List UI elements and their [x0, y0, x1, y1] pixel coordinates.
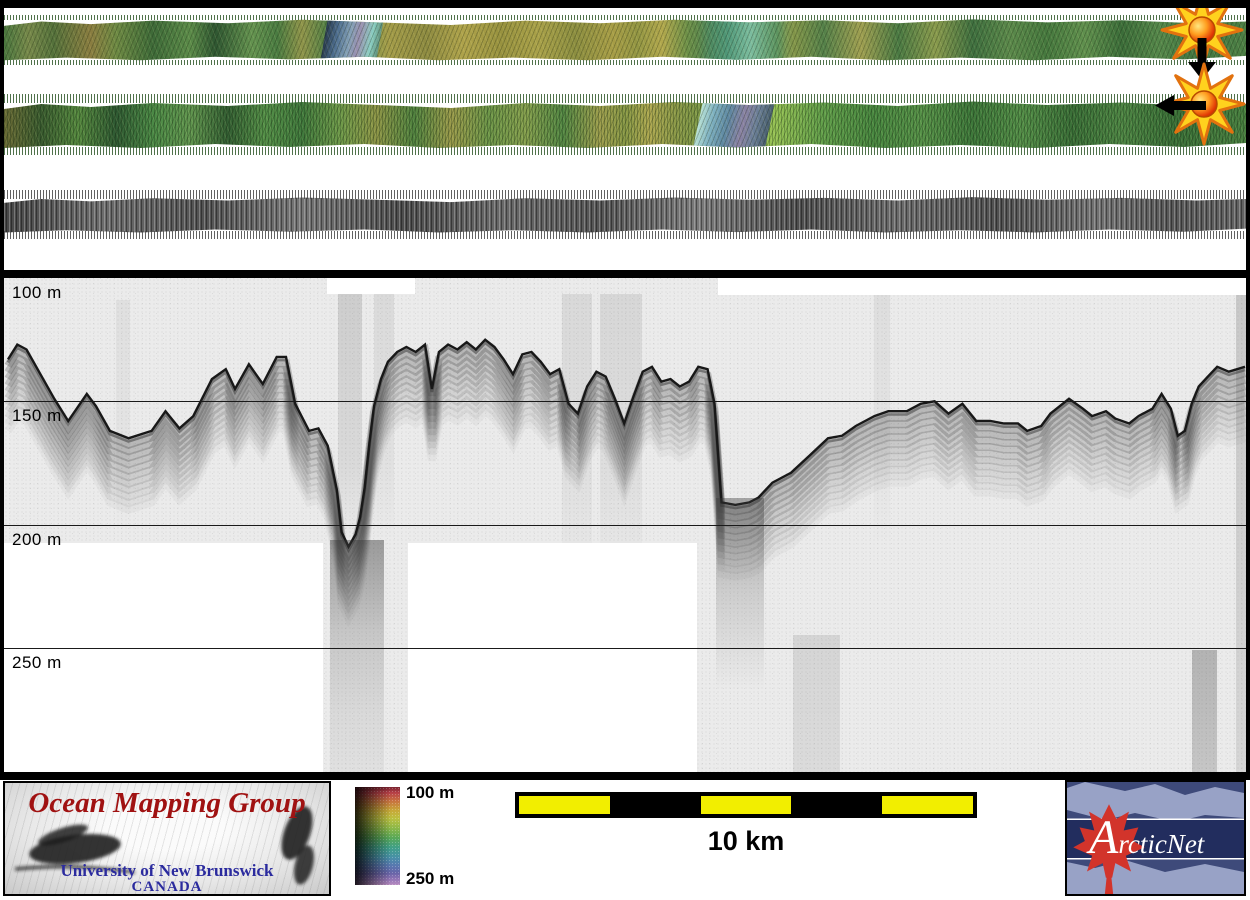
scale-bar-segment	[519, 796, 610, 814]
omg-country: CANADA	[131, 879, 203, 895]
swath-panel	[0, 0, 1250, 278]
no-data-mask	[327, 278, 415, 294]
omg-logo: Ocean Mapping Group University of New Br…	[3, 781, 331, 896]
depth-gridline	[4, 647, 1246, 649]
arcticnet-rest: rcticNet	[1118, 829, 1205, 859]
sidescan-texture	[4, 197, 1246, 233]
swath-fringe	[4, 231, 1246, 239]
subbottom-return-column	[1192, 650, 1217, 772]
subbottom-profile-panel: 100 m 150 m 200 m 250 m	[0, 278, 1250, 780]
depth-label: 250 m	[12, 652, 62, 672]
depth-label: 200 m	[12, 529, 62, 549]
arcticnet-initial: A	[1089, 811, 1119, 864]
footer: Ocean Mapping Group University of New Br…	[0, 780, 1250, 900]
acoustic-streak	[874, 294, 890, 543]
omg-title: Ocean Mapping Group	[28, 787, 306, 819]
scale-bar-segment	[700, 796, 792, 814]
depth-gridline	[4, 401, 1246, 403]
omg-logo-art	[15, 806, 314, 885]
depth-label: 100 m	[12, 283, 62, 302]
scale-bar	[515, 792, 977, 818]
colorbar-label-top: 100 m	[406, 783, 455, 802]
depth-gridline	[4, 524, 1246, 526]
subbottom-return-column	[793, 635, 840, 772]
swath-fringe	[4, 147, 1246, 155]
multibeam-swath-1	[4, 15, 1246, 65]
subbottom-return-column	[330, 540, 384, 772]
multibeam-swath-2	[4, 94, 1246, 155]
acoustic-streak	[562, 294, 592, 543]
scale-bar-segment	[791, 796, 883, 814]
multibeam-swath-1-texture	[4, 19, 1246, 61]
maple-leaf-icon	[1073, 804, 1145, 894]
depth-grid: 100 m 150 m 200 m 250 m	[4, 278, 1246, 772]
no-data-mask	[718, 278, 1246, 295]
acoustic-streak	[338, 294, 362, 540]
swath-fringe	[4, 190, 1246, 199]
no-data-mask	[4, 543, 323, 772]
swath-fringe	[4, 15, 1246, 20]
arrow-left-icon	[1155, 95, 1206, 116]
colorbar-label-bottom: 250 m	[406, 869, 455, 888]
swath-fringe	[4, 60, 1246, 65]
seabed-profile	[4, 338, 1246, 628]
scale-bar-label: 10 km	[707, 826, 785, 856]
acoustic-streak	[1236, 294, 1246, 772]
swath-fringe	[4, 94, 1246, 103]
scale-bar-segments	[519, 796, 973, 814]
multibeam-swath-2-texture	[4, 101, 1246, 148]
subbottom-return-column	[716, 498, 764, 690]
no-data-mask	[408, 543, 697, 772]
arcticnet-logo-art	[1067, 782, 1244, 894]
scale-bar-segment	[609, 796, 701, 814]
omg-institution: University of New Brunswick	[60, 861, 274, 880]
depth-colorbar	[355, 787, 400, 885]
survey-direction-overlay	[1155, 8, 1246, 146]
scale-bar-segment	[882, 796, 973, 814]
acoustic-streak	[374, 294, 394, 540]
sidescan-swath	[4, 190, 1246, 239]
depth-label: 150 m	[12, 406, 62, 426]
acoustic-streak	[116, 300, 130, 530]
